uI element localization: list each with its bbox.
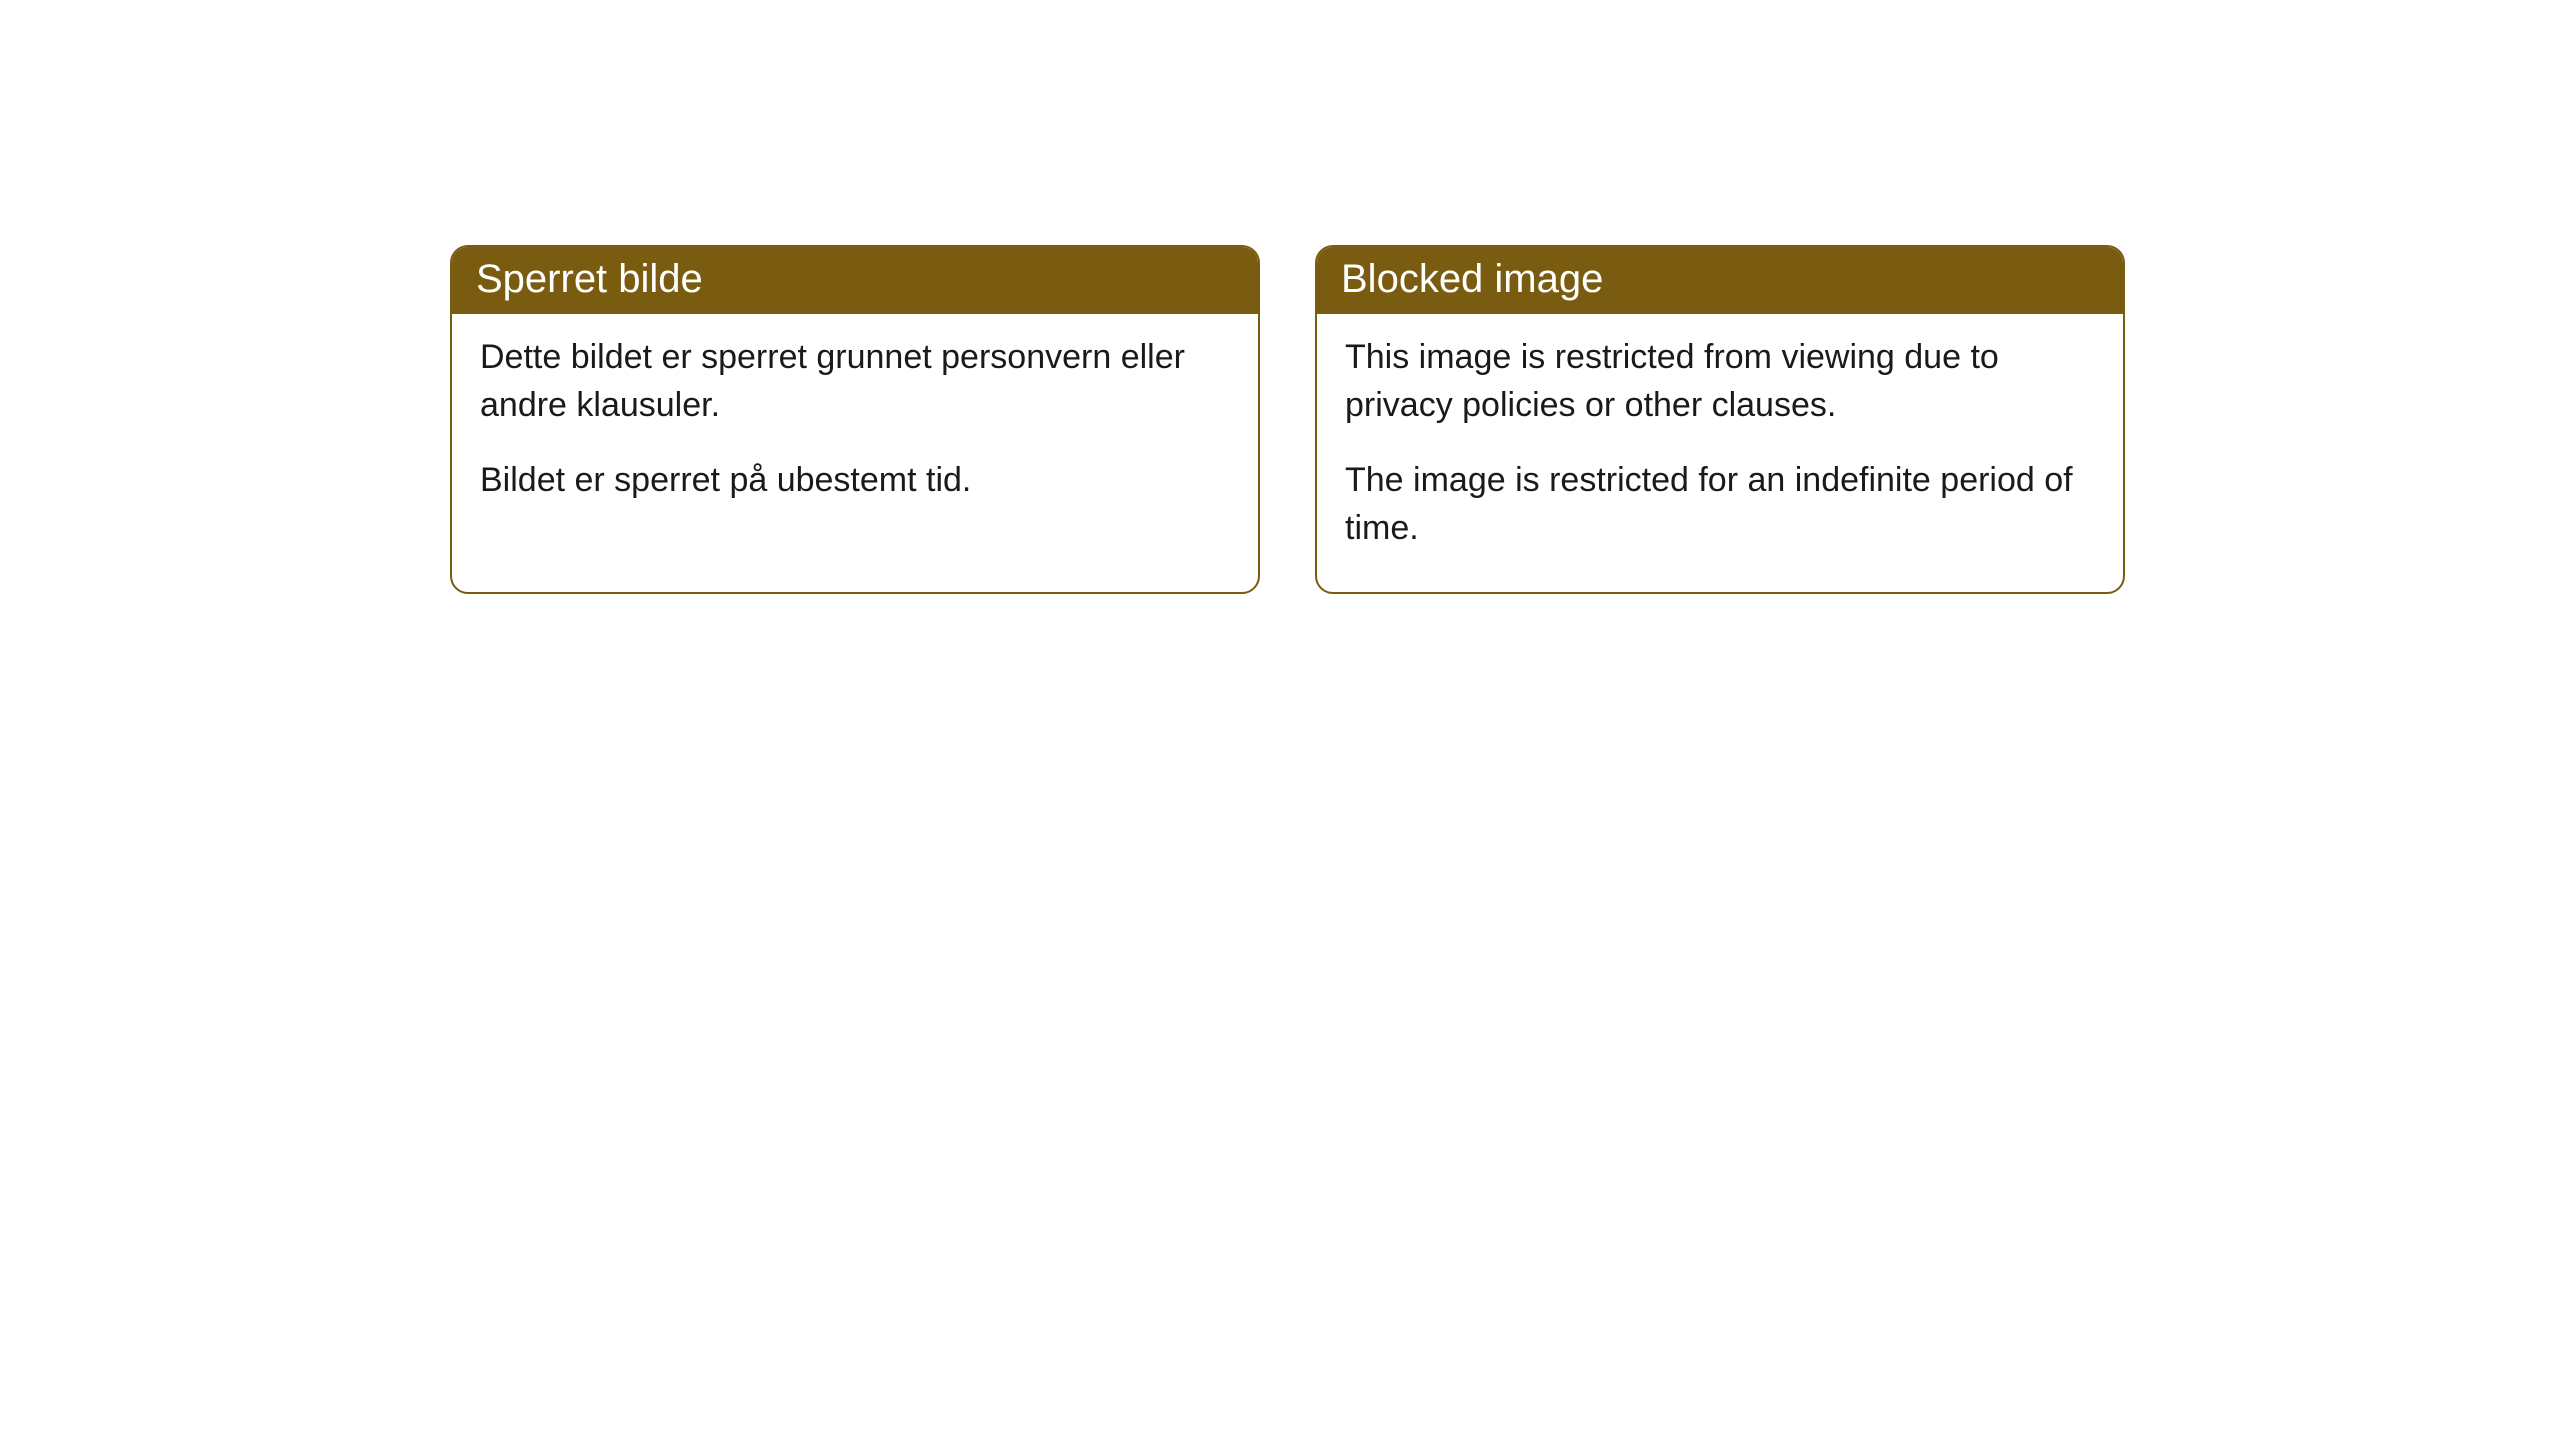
notice-text-line2: Bildet er sperret på ubestemt tid.: [480, 457, 1230, 505]
notice-header-norwegian: Sperret bilde: [452, 247, 1258, 314]
notice-card-english: Blocked image This image is restricted f…: [1315, 245, 2125, 594]
notice-text-line1: Dette bildet er sperret grunnet personve…: [480, 334, 1230, 429]
notice-header-english: Blocked image: [1317, 247, 2123, 314]
notice-container: Sperret bilde Dette bildet er sperret gr…: [0, 0, 2560, 594]
notice-body-english: This image is restricted from viewing du…: [1317, 314, 2123, 592]
notice-text-line1: This image is restricted from viewing du…: [1345, 334, 2095, 429]
notice-body-norwegian: Dette bildet er sperret grunnet personve…: [452, 314, 1258, 545]
notice-text-line2: The image is restricted for an indefinit…: [1345, 457, 2095, 552]
notice-card-norwegian: Sperret bilde Dette bildet er sperret gr…: [450, 245, 1260, 594]
